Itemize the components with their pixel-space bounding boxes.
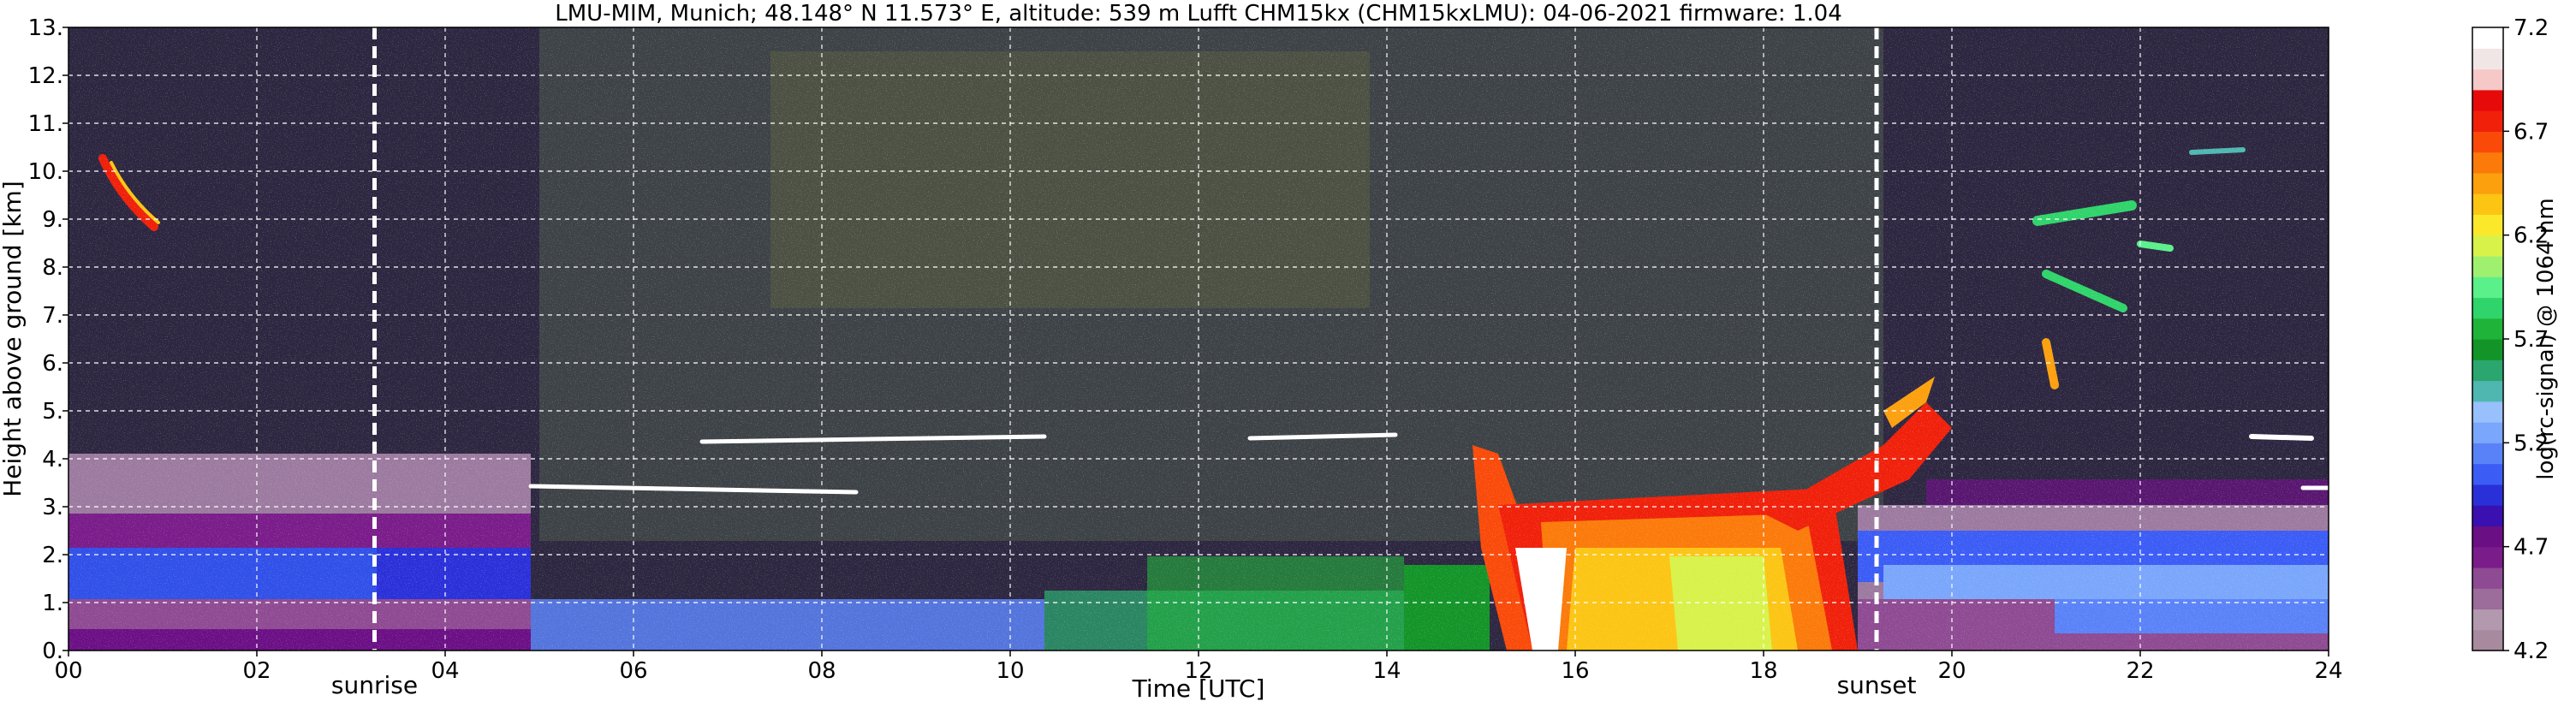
colorbar-segment [2472,318,2503,340]
colorbar-segment [2472,152,2503,174]
colorbar-segment [2472,484,2503,506]
x-tick-label: 24 [2314,658,2342,684]
y-tick-label: 13. [28,15,63,41]
x-axis: 00 02 04 06 08 10 12 14 16 18 20 22 24 [54,651,2343,684]
x-tick-label: 06 [619,658,647,684]
colorbar-segment [2472,629,2503,651]
colorbar-segment [2472,546,2503,568]
colorbar-segment [2472,110,2503,132]
colorbar-segment [2472,339,2503,360]
colorbar-segment [2472,505,2503,526]
colorbar-tick-label: 5.2 [2514,431,2549,456]
colorbar-segment [2472,131,2503,153]
x-tick-label: 08 [807,658,836,684]
colorbar-segment [2472,422,2503,443]
colorbar-segment [2472,193,2503,215]
y-tick-label: 10. [28,159,63,185]
colorbar-segment [2472,609,2503,631]
colorbar-segment [2472,463,2503,485]
y-tick-label: 3. [42,495,63,520]
colorbar-segment [2472,380,2503,402]
colorbar-segment [2472,359,2503,382]
colorbar-segment [2472,27,2503,49]
x-tick-label: 02 [242,658,271,684]
y-tick-label: 9. [42,207,63,233]
colorbar-tick-label: 4.7 [2514,535,2549,561]
sunset-label: sunset [1837,671,1917,699]
x-tick-label: 12 [1184,658,1212,684]
y-tick-label: 1. [42,591,63,616]
y-tick-label: 8. [42,255,63,281]
y-tick-label: 12. [28,63,63,89]
x-tick-label: 20 [1937,658,1966,684]
x-tick-label: 14 [1372,658,1401,684]
sun-marker-labels: sunrise sunset [331,671,1917,699]
colorbar-segment [2472,89,2503,111]
colorbar-segment [2472,68,2503,91]
y-tick-label: 4. [42,447,63,472]
colorbar-tick-label: 7.2 [2514,15,2549,41]
chart-title: LMU-MIM, Munich; 48.148° N 11.573° E, al… [555,1,1841,27]
colorbar-segment [2472,588,2503,610]
y-tick-label: 7. [42,303,63,329]
y-axis: 0. 1. 2. 3. 4. 5. 6. 7. 8. 9. 10. 11. 12. 13. [28,15,68,664]
sun-marker-lines [372,27,1879,651]
colorbar-segment [2472,443,2503,465]
y-tick-label: 0. [42,639,63,664]
x-tick-label: 22 [2126,658,2154,684]
y-tick-label: 2. [42,543,63,568]
colorbar-segment [2472,235,2503,257]
colorbar-segment [2472,214,2503,236]
colorbar-ticks: 4.2 4.7 5.2 5.7 6.2 6.7 7.2 [2503,15,2549,664]
colorbar [2472,27,2503,651]
x-tick-label: 18 [1749,658,1777,684]
x-tick-label: 10 [996,658,1024,684]
y-tick-label: 6. [42,351,63,377]
colorbar-tick-label: 4.2 [2514,639,2549,664]
x-tick-label: 16 [1561,658,1589,684]
colorbar-segment [2472,401,2503,423]
colorbar-segment [2472,172,2503,194]
x-tick-label: 00 [54,658,82,684]
colorbar-tick-label: 6.7 [2514,119,2549,145]
x-axis-label: Time [UTC] [1132,674,1265,703]
colorbar-segment [2472,48,2503,70]
colorbar-segment [2472,297,2503,319]
colorbar-segment [2472,255,2503,277]
x-tick-label: 04 [431,658,459,684]
sunrise-label: sunrise [331,671,418,699]
colorbar-segment [2472,276,2503,299]
colorbar-label: log(rc-signal) @ 1064 nm [2533,198,2559,479]
colorbar-tick-label: 6.2 [2514,223,2549,249]
plot-area [68,27,2329,651]
colorbar-segment [2472,526,2503,548]
y-tick-label: 11. [28,111,63,137]
colorbar-segment [2472,567,2503,589]
y-axis-label: Height above ground [km] [0,181,27,497]
colorbar-tick-label: 5.7 [2514,327,2549,353]
grid [68,27,2329,651]
y-tick-label: 5. [42,399,63,425]
